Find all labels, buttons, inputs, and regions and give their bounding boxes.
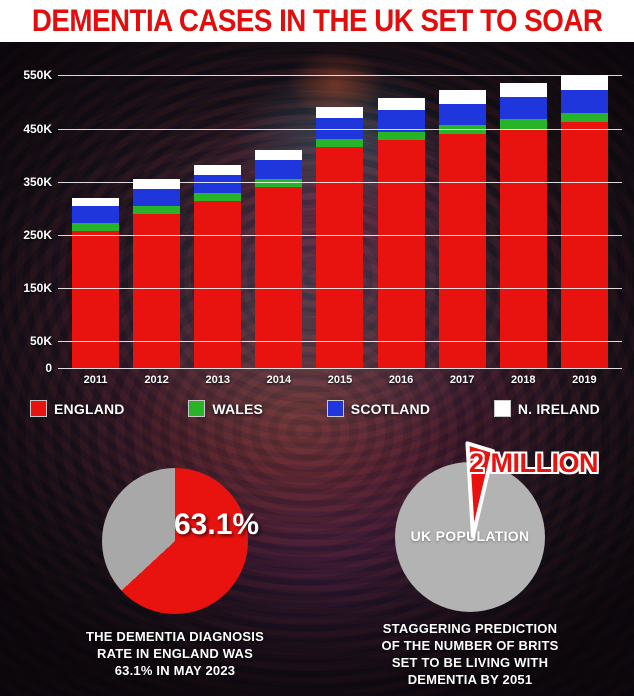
legend-label-n-ireland: N. IRELAND: [517, 400, 600, 417]
xtick-2014: 2014: [266, 374, 292, 386]
population-pie-circle: UK POPULATION 2 MILLION: [395, 441, 599, 612]
legend-item-scotland: SCOTLAND: [326, 400, 431, 417]
bar-2015: [316, 62, 364, 368]
gridline-250K: [58, 234, 622, 236]
xtick-2012: 2012: [144, 374, 169, 386]
xtick-2018: 2018: [511, 374, 536, 386]
bar-2019-segment-scotland: [560, 89, 608, 113]
headline-banner: DEMENTIA CASES IN THE UK SET TO SOAR: [0, 0, 634, 42]
legend-item-wales: WALES: [188, 400, 263, 417]
xtick-2011: 2011: [83, 374, 108, 386]
plot-area: 550K 450K 350K 250K 150K 50K 0: [23, 62, 622, 375]
legend-label-scotland: SCOTLAND: [350, 400, 431, 417]
gridline-150K: [58, 288, 622, 290]
bar-2019-segment-nireland: [560, 75, 608, 90]
bar-2013-segment-nireland: [194, 164, 242, 176]
bar-2015-segment-nireland: [316, 107, 364, 119]
legend-swatch-n-ireland: [493, 400, 511, 417]
bar-2011-segment-nireland: [72, 197, 120, 207]
gridline-350K: [58, 181, 622, 183]
ytick-150K: 150K: [23, 281, 52, 296]
bar-2017-segment-nireland: [438, 90, 486, 104]
chart-legend: ENGLAND WALES SCOTLAND N. IRELAND: [12, 400, 622, 417]
bar-2012-segment-wales: [133, 206, 181, 214]
bar-2019-segment-england: [560, 122, 608, 368]
bar-2014-segment-scotland: [255, 160, 303, 180]
legend-label-wales: WALES: [212, 400, 264, 417]
bar-2013-segment-england: [194, 201, 242, 368]
bar-2015-segment-wales: [316, 138, 364, 148]
bar-2011-segment-wales: [72, 223, 120, 231]
ytick-250K: 250K: [23, 227, 52, 242]
gridline-50K: [58, 341, 622, 343]
legend-item-n-ireland: N. IRELAND: [493, 400, 600, 417]
bar-2018-segment-scotland: [499, 97, 547, 120]
xtick-2016: 2016: [388, 374, 414, 386]
diagnosis-rate-pie-block: 63.1% THE DEMENTIA DIAGNOSIS RATE IN ENG…: [55, 468, 295, 679]
xtick-2013: 2013: [205, 374, 231, 386]
bar-2011-segment-england: [72, 230, 120, 368]
uk-population-pie-block: UK POPULATION 2 MILLION STAGGERING PREDI…: [350, 441, 599, 689]
legend-swatch-scotland: [326, 400, 344, 417]
xtick-2019: 2019: [572, 374, 597, 386]
bar-2011-segment-scotland: [72, 206, 120, 224]
bar-2016-segment-scotland: [377, 110, 425, 132]
bar-2014-segment-england: [255, 187, 303, 368]
xtick-2015: 2015: [327, 374, 353, 386]
legend-swatch-england: [30, 400, 47, 417]
legend-label-england: ENGLAND: [54, 400, 125, 417]
bar-2018-segment-wales: [499, 119, 547, 129]
legend-swatch-wales: [188, 400, 206, 417]
two-million-wedge-icon: [465, 441, 495, 538]
ytick-350K: 350K: [23, 174, 52, 189]
ytick-50K: 50K: [29, 334, 52, 349]
bar-2017-segment-england: [438, 133, 486, 368]
bars-row: [58, 62, 622, 368]
bar-2017-segment-scotland: [438, 103, 486, 125]
gridline-550K: [58, 75, 622, 77]
bar-2012-segment-england: [133, 213, 181, 368]
diagnosis-pie-circle: 63.1%: [102, 468, 259, 614]
bar-2019: [560, 62, 608, 368]
bar-2013-segment-scotland: [194, 175, 242, 194]
bar-2015-segment-england: [316, 147, 364, 368]
bar-2018-segment-nireland: [499, 83, 547, 98]
bar-2018-segment-england: [499, 128, 547, 368]
stacked-bar-chart: 550K 450K 350K 250K 150K 50K 0 2011 2012 2013 201…: [12, 62, 622, 417]
diagnosis-pie-caption: THE DEMENTIA DIAGNOSIS RATE IN ENGLAND W…: [86, 629, 264, 679]
ytick-550K: 550K: [23, 68, 52, 83]
bar-2012: [133, 62, 181, 368]
bar-2014-segment-nireland: [255, 149, 303, 161]
headline-title: DEMENTIA CASES IN THE UK SET TO SOAR: [31, 3, 603, 38]
x-labels-row: 2011 2012 2013 2014 2015 2016 2017 2018 2019: [58, 368, 622, 392]
bar-2012-segment-nireland: [133, 179, 181, 189]
bar-2019-segment-wales: [560, 112, 608, 123]
gridline-450K: [58, 128, 622, 130]
bar-2011: [72, 62, 120, 368]
ytick-0: 0: [45, 361, 52, 375]
ytick-450K: 450K: [23, 121, 52, 136]
diagnosis-rate-value: 63.1%: [174, 508, 260, 541]
two-million-value: 2 MILLION: [469, 448, 599, 478]
bar-2012-segment-scotland: [133, 188, 181, 207]
bar-2018: [499, 62, 547, 368]
uk-population-label: UK POPULATION: [410, 528, 530, 544]
bar-2016-segment-wales: [377, 131, 425, 141]
bar-2014: [255, 62, 303, 368]
xtick-2017: 2017: [449, 374, 475, 386]
bar-2016: [377, 62, 425, 368]
bar-2016-segment-nireland: [377, 97, 425, 111]
legend-item-england: ENGLAND: [30, 400, 125, 417]
bar-2016-segment-england: [377, 140, 425, 368]
gridline-0: [58, 368, 622, 369]
population-pie-caption: STAGGERING PREDICTION OF THE NUMBER OF B…: [381, 621, 559, 688]
bar-2014-segment-wales: [255, 179, 303, 188]
bar-2017: [438, 62, 486, 368]
bar-2013-segment-wales: [194, 193, 242, 202]
bar-2013: [194, 62, 242, 368]
